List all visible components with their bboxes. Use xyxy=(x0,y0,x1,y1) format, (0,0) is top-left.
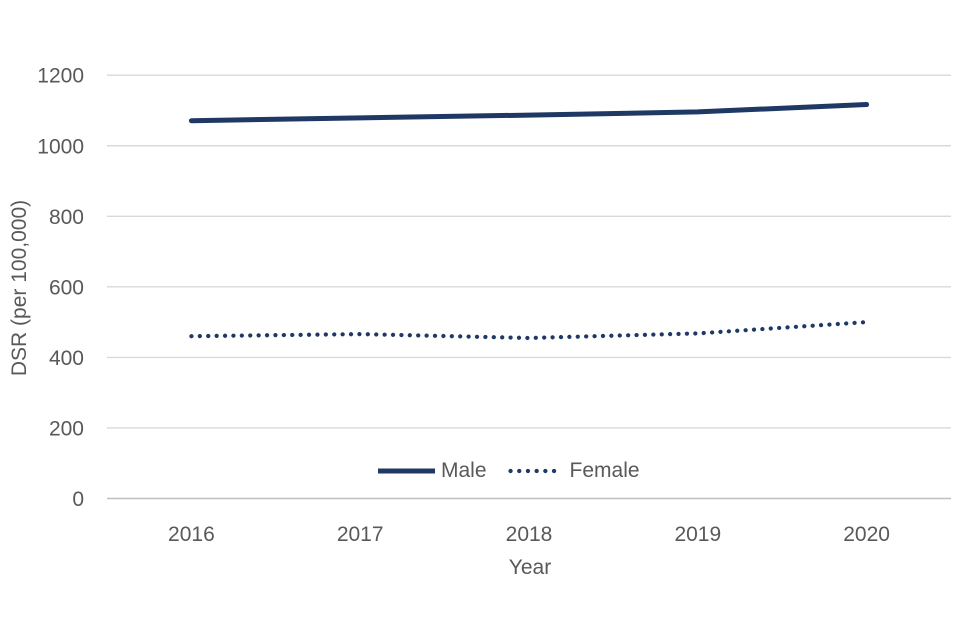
x-tick-label: 2018 xyxy=(506,523,553,546)
x-tick-label: 2019 xyxy=(674,523,721,546)
y-axis-title: DSR (per 100,000) xyxy=(8,199,31,377)
x-tick-label: 2017 xyxy=(337,523,384,546)
legend: Male Female xyxy=(377,459,640,483)
x-tick-label: 2020 xyxy=(843,523,890,546)
x-tick-label: 2016 xyxy=(168,523,215,546)
y-tick-label: 1200 xyxy=(37,65,84,88)
female-dotted-line-icon xyxy=(507,468,565,474)
y-tick-label: 200 xyxy=(49,417,84,440)
legend-item-female: Female xyxy=(507,459,640,483)
legend-female-label: Female xyxy=(569,459,640,482)
y-tick-label: 0 xyxy=(72,488,84,511)
y-tick-label: 1000 xyxy=(37,135,84,158)
legend-item-male: Male xyxy=(377,459,487,483)
male-solid-line-icon xyxy=(378,468,435,474)
y-tick-label: 600 xyxy=(49,276,84,299)
male-series-line xyxy=(188,102,870,124)
legend-male-label: Male xyxy=(441,459,487,482)
y-tick-label: 800 xyxy=(49,206,84,229)
female-series-line xyxy=(189,320,869,341)
x-axis-title: Year xyxy=(508,556,552,579)
y-tick-label: 400 xyxy=(49,347,84,370)
